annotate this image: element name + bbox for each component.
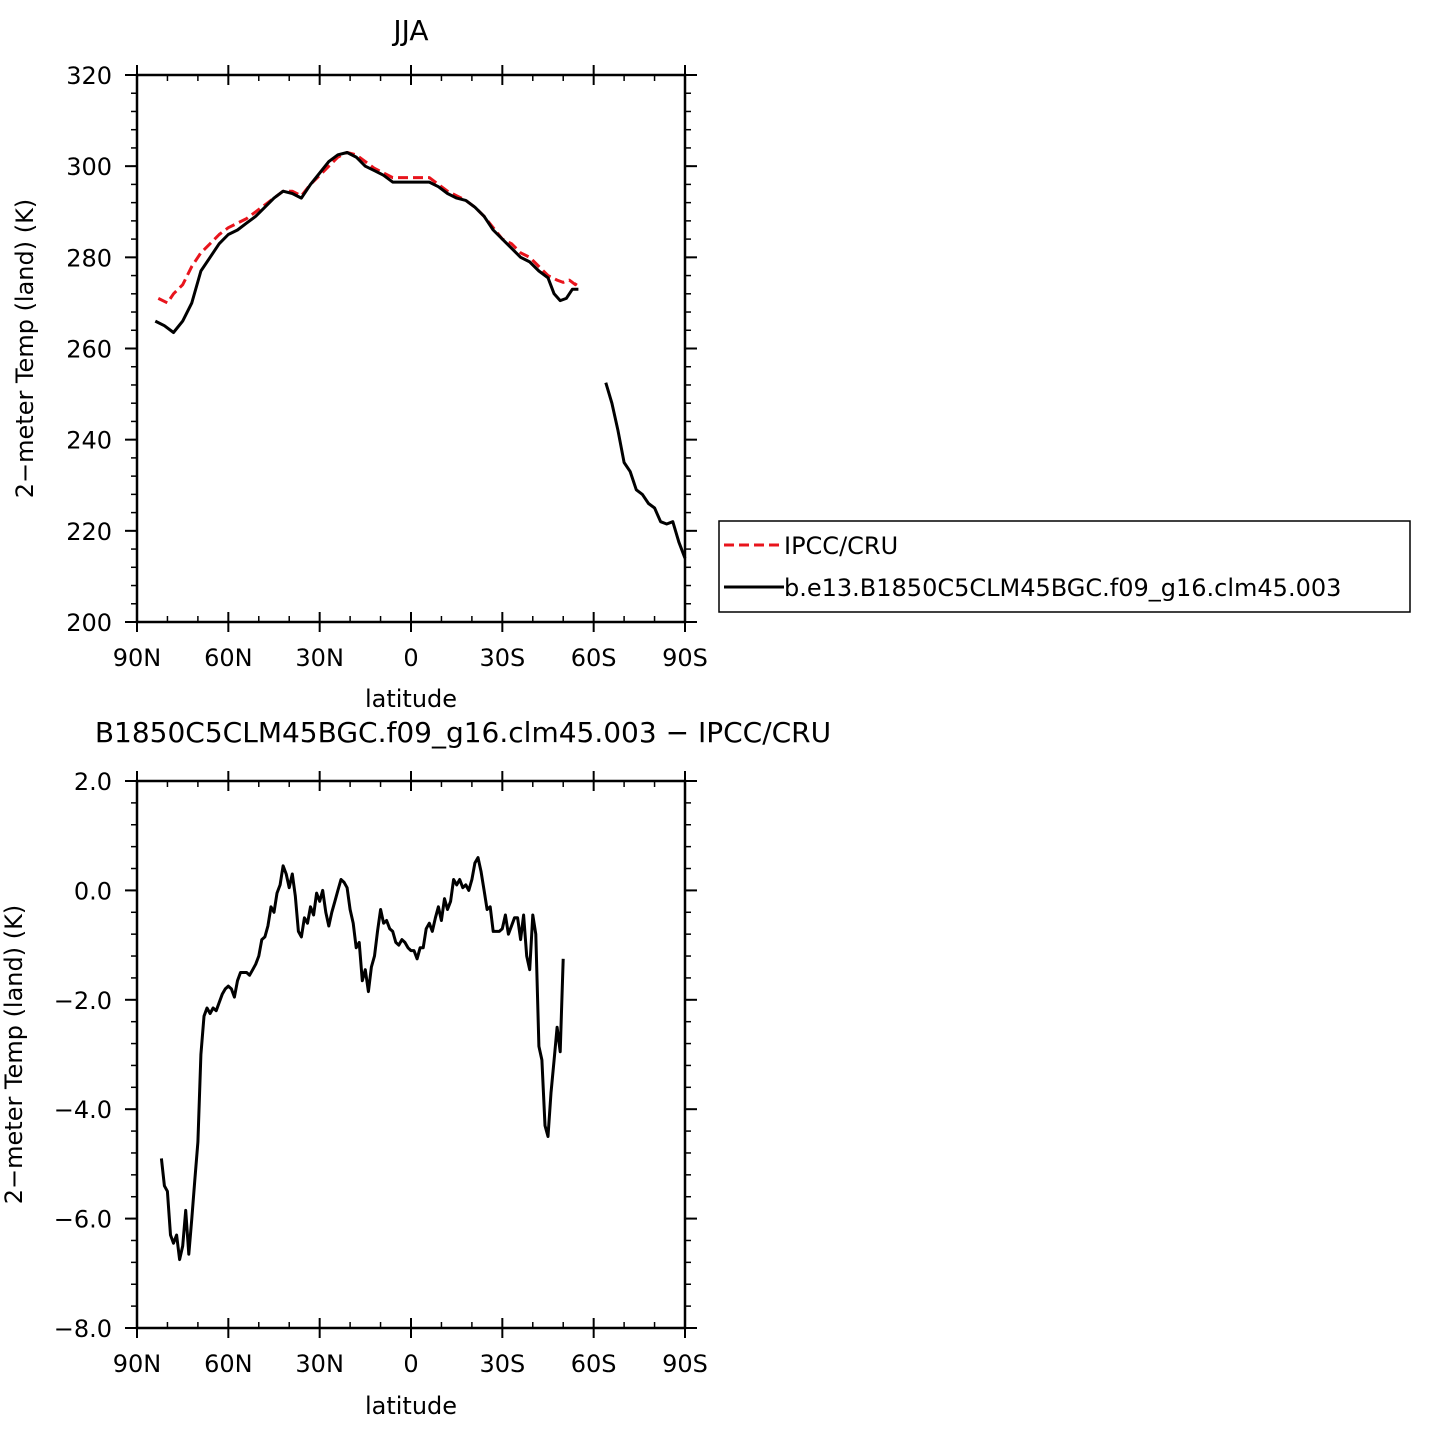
chart-title: B1850C5CLM45BGC.f09_g16.clm45.003 − IPCC… [95, 716, 831, 749]
y-tick-label: −2.0 [54, 987, 112, 1015]
legend: IPCC/CRU b.e13.B1850C5CLM45BGC.f09_g16.cl… [718, 520, 1411, 613]
x-tick-label: 0 [403, 644, 418, 672]
x-tick-label: 90S [662, 644, 708, 672]
x-axis-label: latitude [365, 685, 457, 713]
x-tick-label: 60S [571, 1350, 617, 1378]
legend-box [718, 520, 1411, 613]
series-line-model [604, 382, 687, 559]
x-tick-label: 60S [571, 644, 617, 672]
y-tick-label: 300 [66, 153, 112, 181]
y-tick-label: 260 [66, 336, 112, 364]
legend-label: b.e13.B1850C5CLM45BGC.f09_g16.clm45.003 [784, 574, 1341, 602]
y-axis-label: 2−meter Temp (land) (K) [11, 199, 39, 498]
series-line-difference [159, 856, 565, 1262]
y-tick-label: 220 [66, 518, 112, 546]
x-tick-label: 90N [113, 1350, 162, 1378]
series-line-model [154, 151, 579, 334]
y-tick-label: 2.0 [74, 768, 112, 796]
y-tick-label: 0.0 [74, 877, 112, 905]
x-tick-label: 60N [204, 644, 253, 672]
x-tick-label: 30N [295, 644, 344, 672]
x-tick-label: 30N [295, 1350, 344, 1378]
x-tick-label: 90N [113, 644, 162, 672]
y-tick-label: −8.0 [54, 1315, 112, 1343]
y-axis-label: 2−meter Temp (land) (K) [0, 905, 28, 1204]
y-tick-label: 240 [66, 427, 112, 455]
x-axis-label: latitude [365, 1392, 457, 1420]
y-tick-label: −4.0 [54, 1096, 112, 1124]
x-tick-label: 0 [403, 1350, 418, 1378]
bottom-chart-panel: B1850C5CLM45BGC.f09_g16.clm45.003 − IPCC… [0, 716, 831, 1420]
top-chart-panel: JJA 90N 60N 30N 0 30S 60S 90S 200 220 240 260 280 300… [11, 14, 708, 713]
y-tick-label: 320 [66, 62, 112, 90]
x-tick-label: 30S [479, 644, 525, 672]
legend-label: IPCC/CRU [784, 532, 898, 560]
x-tick-label: 90S [662, 1350, 708, 1378]
y-tick-label: −6.0 [54, 1206, 112, 1234]
x-tick-label: 30S [479, 1350, 525, 1378]
plot-frame [135, 73, 687, 624]
chart-title: JJA [391, 14, 428, 47]
plot-frame [135, 779, 687, 1330]
y-tick-label: 200 [66, 609, 112, 637]
series-line-ipcc-cru [157, 151, 580, 305]
y-tick-label: 280 [66, 244, 112, 272]
x-tick-label: 60N [204, 1350, 253, 1378]
